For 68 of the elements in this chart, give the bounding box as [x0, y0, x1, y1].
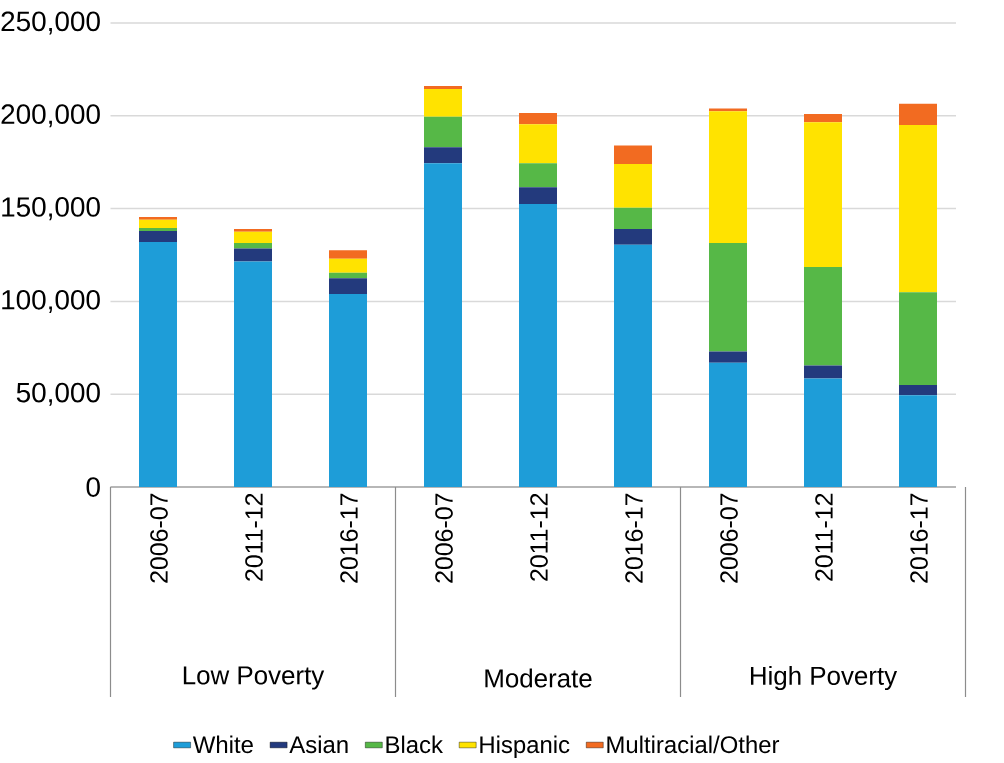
bar — [424, 88, 462, 117]
x-tick-label: 2006-07 — [435, 493, 453, 583]
text: Moderate — [485, 668, 592, 688]
bar — [614, 145, 652, 165]
bar — [519, 124, 557, 164]
bar — [329, 250, 367, 259]
bar — [899, 103, 937, 126]
x-tick-label: 2016-17 — [625, 493, 643, 583]
legend-label: Hispanic — [480, 735, 570, 758]
y-tick-label: 150,000 — [2, 197, 100, 221]
bar — [329, 258, 367, 273]
bar — [899, 395, 937, 488]
y-tick-label: 0 — [86, 477, 100, 497]
text: High Poverty — [750, 665, 898, 691]
bar — [329, 278, 367, 294]
x-tick-label: 2006-07 — [720, 493, 738, 583]
bar — [329, 272, 367, 279]
bar — [424, 147, 462, 164]
bar — [519, 113, 557, 125]
bar — [804, 378, 842, 488]
x-tick-label: 2006-07 — [150, 493, 168, 583]
bar — [139, 230, 177, 243]
legend-label: Multiracial/Other — [607, 735, 780, 754]
bar — [234, 242, 272, 249]
bar — [139, 216, 177, 220]
x-tick-label: 2011-12 — [530, 493, 548, 581]
bar — [709, 351, 747, 363]
bar — [424, 116, 462, 148]
bar — [709, 362, 747, 488]
x-tick-label: 2016-17 — [910, 493, 928, 583]
bar — [899, 125, 937, 293]
bar — [804, 365, 842, 379]
text: Low Poverty — [183, 666, 325, 690]
bar — [709, 242, 747, 352]
bar — [519, 187, 557, 204]
bar — [234, 229, 272, 232]
bar — [804, 122, 842, 268]
bar — [519, 163, 557, 188]
bar — [614, 164, 652, 208]
bar — [519, 203, 557, 488]
bar — [804, 113, 842, 123]
y-tick-label: 200,000 — [1, 104, 100, 128]
y-tick-label: 50,000 — [16, 382, 100, 406]
bar — [139, 242, 177, 488]
bar — [234, 231, 272, 243]
legend-label: Asian — [289, 735, 348, 754]
bar — [614, 207, 652, 230]
bar — [614, 244, 652, 488]
bar — [709, 108, 747, 112]
bar — [139, 228, 177, 231]
bar — [329, 293, 367, 488]
bar — [139, 219, 177, 229]
bar — [234, 261, 272, 488]
bar — [424, 163, 462, 488]
x-tick-label: 2011-12 — [245, 493, 263, 581]
y-tick-label: 250,000 — [1, 11, 100, 35]
bar — [234, 248, 272, 262]
y-tick-label: 100,000 — [2, 289, 100, 313]
bar — [899, 292, 937, 385]
legend-label: White — [192, 735, 253, 754]
bar — [709, 111, 747, 243]
bar — [424, 86, 462, 89]
bar — [614, 229, 652, 245]
bar — [899, 384, 937, 396]
legend-label: Black — [386, 735, 443, 754]
x-tick-label: 2011-12 — [815, 493, 833, 581]
x-tick-label: 2016-17 — [340, 493, 358, 583]
bar — [804, 267, 842, 366]
